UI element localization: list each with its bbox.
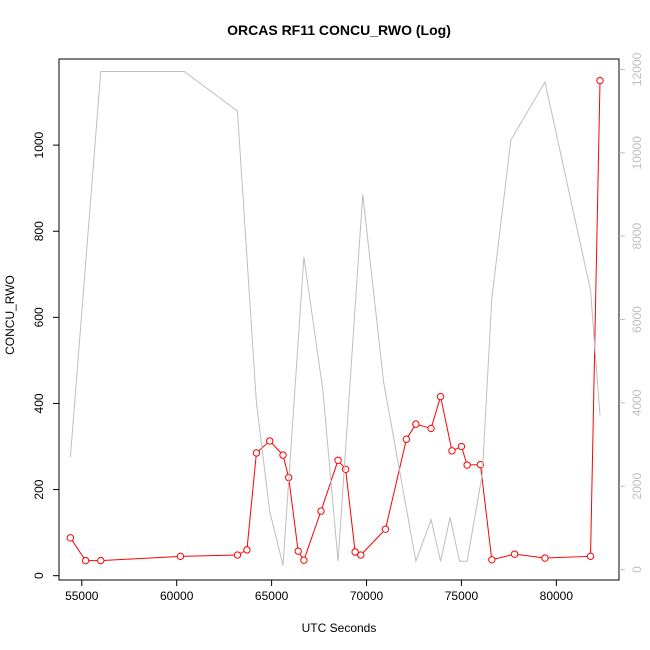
data-point <box>233 551 242 559</box>
data-point <box>412 420 420 428</box>
data-point <box>300 556 308 564</box>
data-point <box>596 76 604 85</box>
x-tick-label: 70000 <box>350 589 384 603</box>
secondary-series <box>69 71 601 566</box>
x-tick-label: 65000 <box>255 589 289 603</box>
data-point <box>457 442 466 451</box>
data-point <box>463 461 471 469</box>
data-point <box>402 435 411 443</box>
data-point <box>357 551 365 559</box>
data-point <box>294 547 302 555</box>
y2-tick-label: 0 <box>630 566 644 573</box>
data-point <box>436 392 445 401</box>
x-axis-label: UTC Seconds <box>302 621 377 635</box>
y2-tick-label: 10000 <box>630 136 644 170</box>
secondary-series-line <box>69 71 601 566</box>
data-point <box>488 556 496 564</box>
plot-frame <box>58 58 620 581</box>
data-point <box>317 507 325 515</box>
y-tick-label: 400 <box>32 393 46 413</box>
data-point <box>66 534 75 542</box>
x-tick-label: 55000 <box>65 589 99 603</box>
primary-series <box>66 76 604 565</box>
data-point <box>351 548 359 556</box>
x-tick-label: 60000 <box>160 589 194 603</box>
y2-tick-label: 4000 <box>630 389 644 416</box>
data-point <box>176 552 185 561</box>
y-axis-label: CONCU_RWO <box>3 275 17 355</box>
data-point <box>266 437 274 445</box>
data-point <box>341 465 350 474</box>
data-point <box>334 456 342 464</box>
y-tick-label: 0 <box>32 572 46 579</box>
data-point <box>252 449 261 457</box>
chart-title: ORCAS RF11 CONCU_RWO (Log) <box>227 22 451 38</box>
y-tick-label: 200 <box>32 479 46 499</box>
data-point <box>448 447 456 455</box>
y2-tick-label: 2000 <box>630 473 644 500</box>
y2-tick-label: 12000 <box>630 52 644 86</box>
data-point <box>541 554 549 562</box>
data-point <box>586 552 595 561</box>
primary-series-line <box>69 80 601 562</box>
y2-tick-label: 8000 <box>630 222 644 249</box>
data-point <box>81 556 90 565</box>
y-tick-label: 800 <box>32 221 46 241</box>
data-point <box>510 550 519 558</box>
data-point <box>427 424 435 433</box>
data-point <box>97 556 105 565</box>
x-tick-label: 80000 <box>540 589 574 603</box>
data-point <box>243 546 251 554</box>
y2-tick-label: 6000 <box>630 306 644 333</box>
data-point <box>476 460 485 469</box>
x-tick-label: 75000 <box>445 589 479 603</box>
y-tick-label: 600 <box>32 307 46 327</box>
data-point <box>381 525 390 533</box>
y-tick-label: 1000 <box>32 131 46 158</box>
data-point <box>279 451 287 459</box>
